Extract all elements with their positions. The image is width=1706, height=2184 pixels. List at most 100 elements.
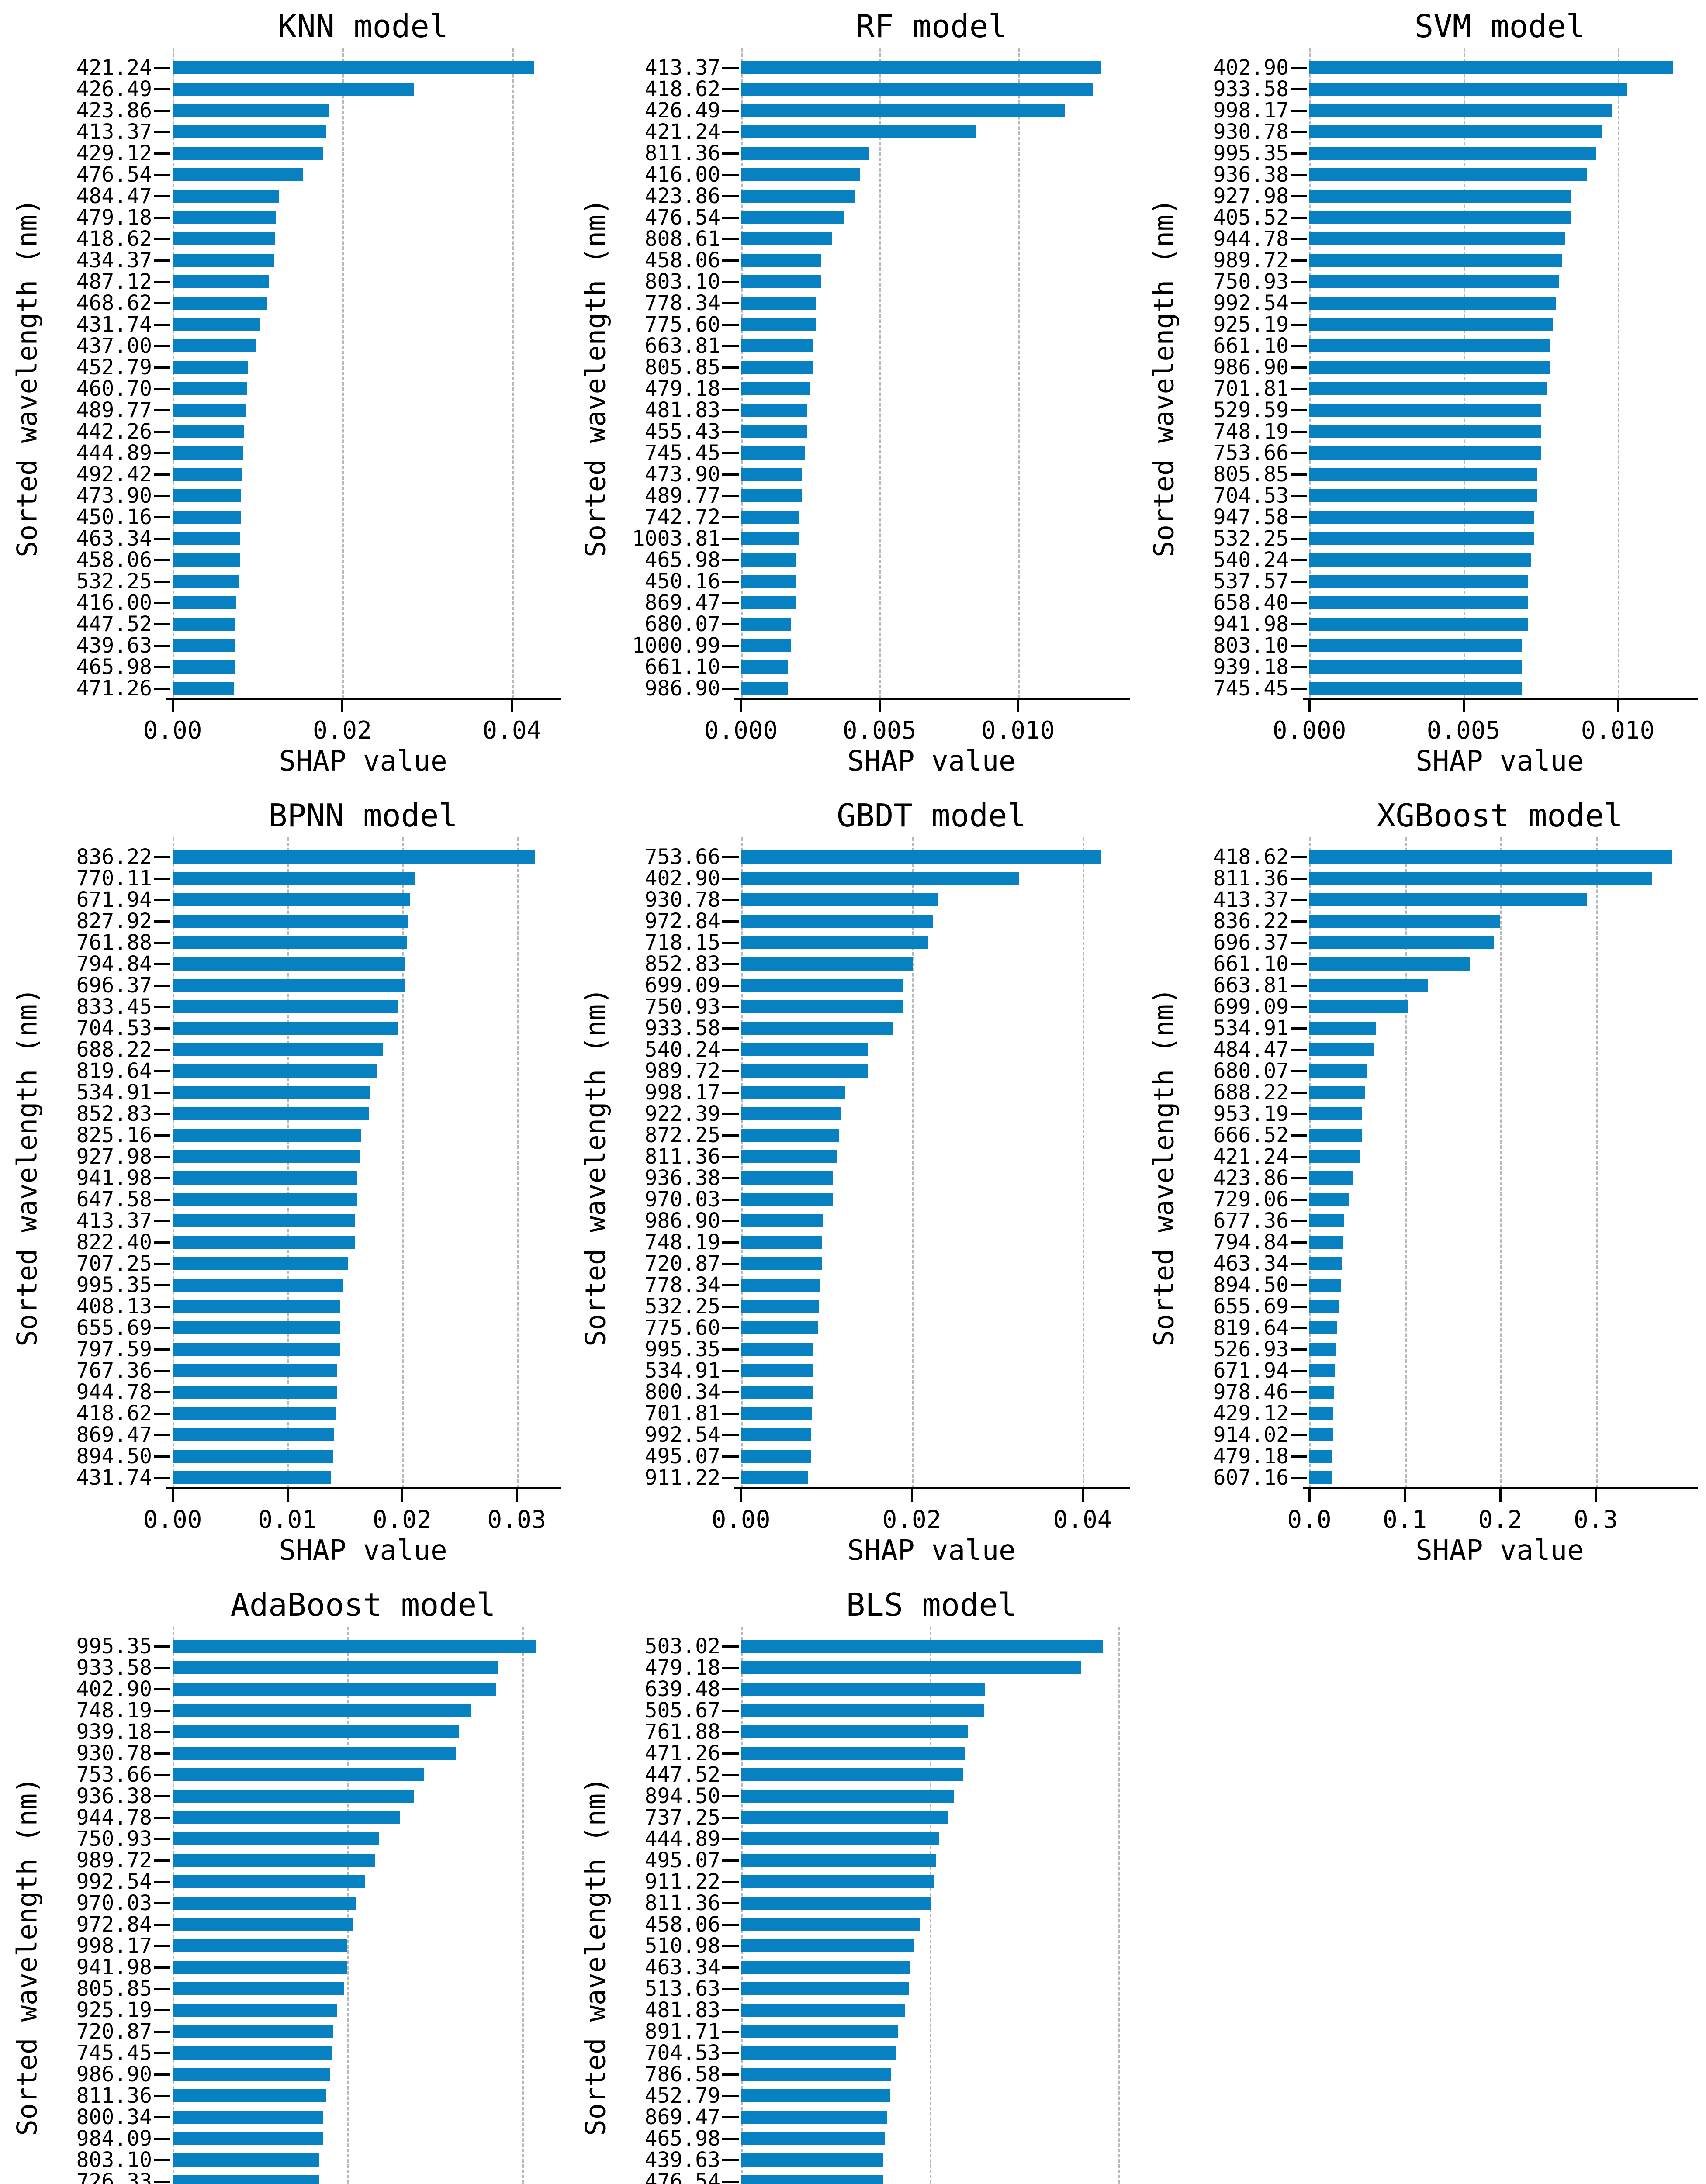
y-tick-mark: [722, 366, 739, 369]
y-tick-mark: [1291, 1369, 1307, 1372]
y-tick-mark: [722, 1923, 739, 1926]
y-tick-label: 775.60: [644, 312, 720, 337]
chart-rf: RF model Sorted wavelength (nm) SHAP value…: [568, 0, 1137, 789]
shap-bar: [173, 1321, 340, 1334]
y-tick-mark: [154, 1006, 170, 1008]
y-tick-label: 986.90: [76, 2062, 152, 2087]
shap-bar: [741, 275, 821, 288]
y-tick-label: 423.86: [644, 183, 720, 208]
y-tick-label: 680.07: [644, 612, 720, 636]
x-axis-title: SHAP value: [279, 745, 447, 778]
y-tick-label: 455.43: [644, 419, 720, 444]
y-tick-mark: [154, 1902, 170, 1904]
y-tick-label: 418.62: [1213, 844, 1289, 869]
y-tick-mark: [722, 1476, 739, 1479]
shap-bar: [1309, 596, 1529, 609]
gridline: [912, 837, 914, 1488]
y-tick-label: 489.77: [76, 397, 152, 422]
y-tick-label: 914.02: [1213, 1422, 1289, 1447]
shap-bar: [741, 1021, 893, 1035]
y-tick-mark: [722, 409, 739, 411]
y-tick-mark: [154, 666, 170, 668]
y-tick-label: 680.07: [1213, 1058, 1289, 1083]
y-tick-mark: [1291, 1070, 1307, 1072]
shap-bar: [173, 318, 260, 331]
y-tick-label: 811.36: [644, 1144, 720, 1169]
y-tick-mark: [722, 920, 739, 923]
y-tick-mark: [722, 1773, 739, 1776]
y-tick-label: 484.47: [76, 183, 152, 208]
shap-bar: [173, 1299, 340, 1313]
shap-bar: [1309, 1000, 1408, 1013]
shap-bar: [1309, 1299, 1339, 1313]
y-tick-mark: [1291, 941, 1307, 944]
y-tick-label: 418.62: [76, 226, 152, 251]
y-tick-label: 986.90: [644, 1208, 720, 1233]
shap-bar: [741, 1150, 837, 1163]
y-tick-label: 930.78: [76, 1741, 152, 1766]
shap-bar: [741, 1385, 814, 1399]
y-tick-label: 661.10: [1213, 951, 1289, 976]
y-tick-label: 805.85: [1213, 462, 1289, 487]
x-tick-mark: [740, 1489, 742, 1502]
y-tick-label: 808.61: [644, 226, 720, 251]
y-tick-label: 998.17: [76, 1933, 152, 1958]
y-tick-label: 944.78: [1213, 226, 1289, 251]
shap-bar: [741, 211, 844, 224]
y-tick-label: 688.22: [1213, 1080, 1289, 1105]
y-tick-mark: [154, 1284, 170, 1286]
shap-bar: [173, 1000, 399, 1013]
shap-bar: [173, 2046, 332, 2060]
x-tick-label: 0.010: [1581, 716, 1655, 745]
gridline: [342, 48, 344, 699]
y-tick-label: 992.54: [644, 1422, 720, 1447]
y-tick-label: 970.03: [644, 1187, 720, 1212]
y-tick-mark: [722, 941, 739, 944]
y-tick-mark: [1291, 1391, 1307, 1393]
y-tick-label: 495.07: [644, 1444, 720, 1469]
shap-bar: [741, 1639, 1103, 1653]
shap-bar: [741, 1811, 948, 1824]
y-tick-label: 434.37: [76, 248, 152, 273]
y-tick-label: 869.47: [644, 590, 720, 615]
y-tick-mark: [1291, 687, 1307, 690]
y-tick-label: 753.66: [76, 1762, 152, 1787]
y-tick-mark: [722, 963, 739, 965]
y-tick-label: 745.45: [76, 2040, 152, 2065]
shap-bar: [741, 253, 821, 267]
y-tick-mark: [154, 580, 170, 583]
shap-bar: [173, 510, 242, 524]
y-tick-mark: [154, 1645, 170, 1648]
shap-bar: [173, 660, 235, 674]
y-tick-mark: [154, 1731, 170, 1733]
x-tick-label: 0.2: [1478, 1506, 1523, 1534]
y-tick-label: 529.59: [1213, 397, 1289, 422]
y-tick-mark: [154, 302, 170, 304]
y-tick-mark: [154, 2137, 170, 2140]
y-tick-label: 532.25: [76, 569, 152, 594]
y-tick-mark: [154, 2009, 170, 2011]
y-tick-label: 891.71: [644, 2019, 720, 2044]
x-tick-mark: [1082, 1489, 1084, 1502]
y-tick-mark: [722, 1455, 739, 1458]
shap-bar: [1309, 893, 1587, 906]
y-tick-label: 989.72: [644, 1058, 720, 1083]
x-axis-line: [734, 698, 1130, 700]
y-tick-label: 513.63: [644, 1976, 720, 2001]
shap-bar: [1309, 936, 1494, 949]
gridline: [512, 48, 514, 699]
y-tick-label: 431.74: [76, 1465, 152, 1490]
x-tick-mark: [911, 1489, 914, 1502]
shap-bar: [741, 2110, 887, 2124]
y-tick-label: 479.18: [644, 376, 720, 401]
chart-gbdt: GBDT model Sorted wavelength (nm) SHAP val…: [568, 789, 1137, 1579]
shap-bar: [1309, 425, 1541, 438]
y-tick-mark: [154, 1070, 170, 1072]
y-tick-mark: [154, 2180, 170, 2183]
chart-xgboost: XGBoost model Sorted wavelength (nm) SHAP …: [1137, 789, 1705, 1579]
x-tick-mark: [1595, 1489, 1597, 1502]
shap-bar: [741, 957, 913, 971]
y-tick-mark: [154, 1262, 170, 1265]
y-tick-label: 729.06: [1213, 1187, 1289, 1212]
